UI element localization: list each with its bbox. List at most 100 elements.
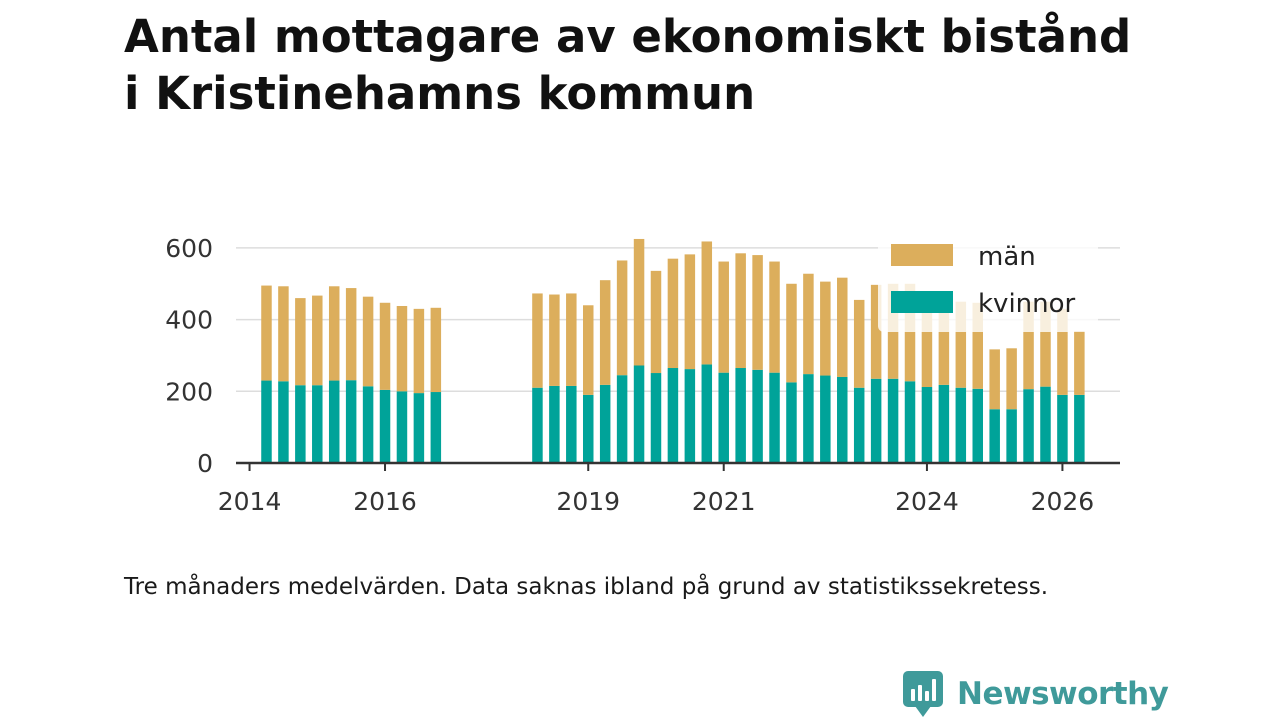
legend-label-man: män: [978, 242, 1036, 272]
bar-kvinnor: [328, 380, 340, 463]
bar-man: [1074, 331, 1085, 395]
bar-kvinnor: [261, 380, 272, 463]
bar-kvinnor: [938, 384, 950, 463]
x-tick-label: 2019: [556, 487, 620, 516]
x-tick-label: 2026: [1031, 487, 1095, 516]
bar-kvinnor: [1057, 394, 1068, 463]
bar-man: [345, 288, 357, 381]
bar-man: [566, 293, 577, 386]
bar-man: [820, 281, 831, 376]
legend-label-kvinnor: kvinnor: [978, 289, 1076, 319]
chart-footnote: Tre månaders medelvärden. Data saknas ib…: [124, 574, 1049, 600]
bar-kvinnor: [295, 385, 306, 463]
bar-kvinnor: [769, 372, 780, 463]
bar-man: [938, 299, 950, 385]
bar-kvinnor: [853, 387, 865, 463]
bar-man: [362, 296, 374, 387]
bar-man: [972, 302, 983, 389]
bar-kvinnor: [870, 378, 882, 463]
bar-man: [1057, 308, 1068, 395]
bar-man: [718, 261, 729, 373]
bar-kvinnor: [803, 374, 814, 463]
bar-kvinnor: [633, 365, 645, 463]
bar-man: [633, 238, 645, 366]
bar-man: [599, 280, 611, 385]
bar-man: [379, 302, 391, 390]
bar-kvinnor: [549, 385, 560, 463]
bar-man: [582, 305, 594, 395]
bar-kvinnor: [396, 391, 408, 463]
bar-kvinnor: [752, 369, 763, 463]
bar-man: [1023, 301, 1034, 390]
bar-kvinnor: [921, 387, 933, 463]
bar-man: [735, 253, 746, 369]
bar-kvinnor: [362, 386, 374, 463]
bar-kvinnor: [532, 387, 543, 463]
bar-kvinnor: [1023, 389, 1034, 463]
newsworthy-logo-icon: [903, 671, 943, 717]
y-tick-label: 600: [165, 234, 213, 263]
x-tick-label: 2014: [218, 487, 282, 516]
bar-man: [752, 255, 763, 370]
bar-man: [837, 277, 848, 377]
bar-kvinnor: [566, 385, 577, 463]
newsworthy-brand: Newsworthy: [903, 670, 1169, 718]
bar-kvinnor: [379, 389, 391, 463]
chart-title-line-2: i Kristinehamns kommun: [124, 67, 756, 120]
legend-swatch-kvinnor: [891, 291, 953, 313]
bar-kvinnor: [345, 380, 357, 463]
bar-man: [413, 308, 425, 394]
bar-kvinnor: [278, 381, 289, 463]
bar-man: [870, 284, 882, 379]
bar-kvinnor: [430, 392, 442, 463]
bar-kvinnor: [701, 364, 713, 463]
y-tick-label: 0: [197, 449, 213, 478]
bar-man: [667, 258, 679, 369]
x-tick-label: 2021: [692, 487, 756, 516]
bar-kvinnor: [837, 376, 848, 463]
brand-name: Newsworthy: [957, 676, 1169, 712]
chart-title: Antal mottagare av ekonomiskt bistånd i …: [124, 8, 1224, 122]
bar-kvinnor: [312, 385, 323, 463]
bar-kvinnor: [599, 384, 611, 463]
bar-kvinnor: [955, 387, 967, 463]
bar-kvinnor: [904, 381, 916, 463]
legend-swatch-man: [891, 244, 953, 266]
bar-man: [430, 307, 442, 393]
y-tick-label: 200: [165, 377, 213, 406]
bar-man: [1040, 301, 1051, 387]
bar-kvinnor: [972, 388, 983, 463]
bar-man: [1006, 348, 1017, 410]
bar-kvinnor: [887, 378, 899, 463]
bar-man: [278, 286, 289, 382]
bar-man: [684, 254, 696, 370]
bar-kvinnor: [1006, 409, 1017, 463]
bar-man: [650, 270, 662, 374]
bar-kvinnor: [820, 375, 831, 463]
bar-man: [955, 301, 967, 388]
bar-kvinnor: [667, 368, 679, 463]
chart-title-line-1: Antal mottagare av ekonomiskt bistånd: [124, 10, 1132, 63]
bar-kvinnor: [718, 372, 729, 463]
bar-man: [769, 261, 780, 373]
bar-kvinnor: [735, 368, 746, 463]
bar-kvinnor: [582, 394, 594, 463]
bar-kvinnor: [650, 373, 662, 463]
bar-man: [312, 295, 323, 386]
bar-man: [261, 285, 272, 381]
stacked-bar-chart: 0 200 400 600 2014 2016 2019 2021 2024 2026 män kvi…: [165, 232, 1120, 516]
bar-kvinnor: [413, 393, 425, 463]
bar-kvinnor: [989, 409, 1000, 463]
bar-man: [989, 349, 1000, 410]
bar-kvinnor: [616, 375, 628, 463]
bar-man: [532, 293, 543, 388]
bar-kvinnor: [786, 382, 797, 463]
bar-man: [701, 241, 713, 365]
bar-man: [549, 294, 560, 386]
bar-man: [803, 273, 814, 375]
bar-kvinnor: [1040, 386, 1051, 463]
bar-man: [295, 298, 306, 386]
y-tick-label: 400: [165, 306, 213, 335]
bar-man: [328, 286, 340, 381]
bar-man: [904, 283, 916, 382]
